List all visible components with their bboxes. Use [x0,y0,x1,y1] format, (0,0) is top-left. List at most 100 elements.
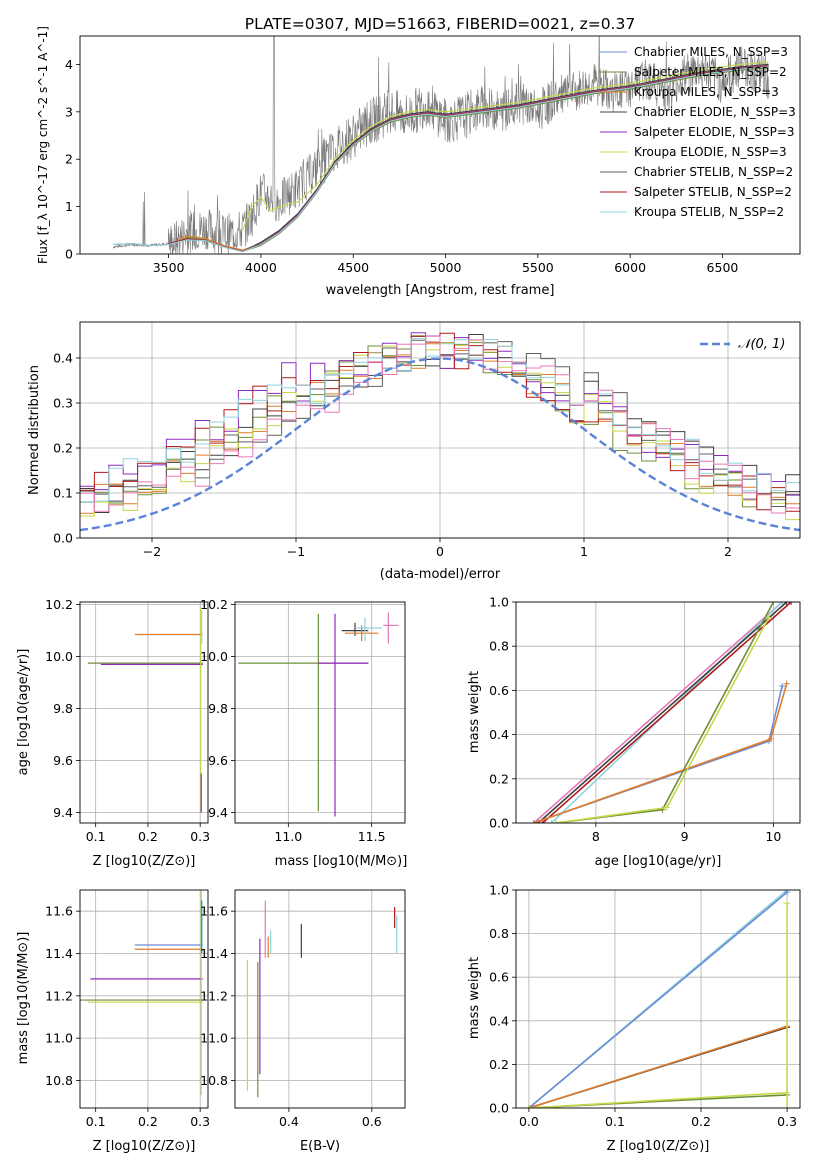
observed-spectrum [112,36,769,254]
x-axis-label: age [log10(age/yr)] [595,854,722,869]
y-tick-label: 9.6 [208,753,228,768]
plot-area-age-vs-mass [238,612,399,817]
histogram-step [80,339,800,507]
mass-weight-line [555,617,770,823]
figure-title: PLATE=0307, MJD=51663, FIBERID=0021, z=0… [245,15,635,33]
x-tick-label: 0.1 [605,1114,625,1129]
y-tick-label: 11.2 [45,988,73,1003]
x-tick-label: 0.3 [190,829,210,844]
x-tick-label: 0.6 [362,1114,382,1129]
model-series-line [113,66,769,253]
axes-frame [79,601,209,824]
axes-frame [79,321,801,539]
panel-mass-vs-EBV: 0.4 0.6 10.8 11.0 11.2 11.4 11.6 E(B-V) [200,889,406,1154]
x-axis-label: mass [log10(M/M⊙)] [275,854,408,869]
axes-frame [79,35,801,255]
x-tick-label: 2 [724,544,732,559]
x-axis-label: Z [log10(Z/Z⊙)] [93,854,196,869]
model-series-line [241,61,769,231]
x-tick-label: 0.2 [691,1114,711,1129]
y-axis-label: mass [log10(M/M⊙)] [16,932,31,1065]
legend-entry: Chabrier ELODIE, N_SSP=3 [634,105,796,119]
x-tick-label: 0.1 [86,829,106,844]
panel-mass-vs-Z: 0.1 0.2 0.3 10.8 11.0 11.2 11.4 11.6 Z [log10(Z/… [16,889,210,1154]
x-tick-label: 0 [436,544,444,559]
histogram-step [80,335,800,514]
y-axis-label: age [log10(age/yr)] [16,649,31,776]
y-tick-label: 0.1 [53,486,73,501]
y-tick-label: 10.0 [200,649,228,664]
x-tick-label: 8 [592,829,600,844]
y-tick-label: 2 [65,152,73,167]
legend-entry: Salpeter ELODIE, N_SSP=3 [634,125,795,139]
mass-weight-line [533,685,783,823]
y-tick-label: 3 [65,104,73,119]
legend-entry: Chabrier MILES, N_SSP=3 [634,45,788,59]
y-tick-label: 0.0 [489,816,509,831]
y-tick-label: 0.0 [489,1101,509,1116]
x-axis-label: E(B-V) [300,1139,340,1154]
y-tick-label: 11.6 [45,904,73,919]
y-axis-label: Flux [f_λ 10^-17 erg cm^-2 s^-1 A^-1] [36,26,50,264]
y-tick-label: 0.3 [53,396,73,411]
plot-area-residuals [80,332,800,532]
data-point-marker [783,602,790,605]
x-tick-label: 0.2 [138,1114,158,1129]
plot-area-mass-weight-vs-age [530,602,795,823]
normal-distribution-curve [80,357,800,532]
mass-weight-line [537,602,788,823]
x-axis-label: Z [log10(Z/Z⊙)] [607,1139,710,1154]
plot-area-mass-vs-EBV [246,900,398,1098]
data-point-marker [784,900,791,907]
mass-weight-line [528,1091,788,1108]
mass-weight-line [533,602,783,823]
y-tick-label: 0.2 [53,441,73,456]
data-point-marker [525,1105,532,1108]
x-tick-label: 0.3 [777,1114,797,1129]
y-tick-label: 0.8 [489,639,509,654]
y-tick-label: 0.4 [53,351,73,366]
data-point-marker [548,820,555,823]
x-tick-label: 6000 [614,260,646,275]
legend-entry: Kroupa MILES, N_SSP=3 [634,85,779,99]
mass-weight-line [542,602,792,823]
x-tick-label: 10 [765,829,781,844]
y-tick-label: 1.0 [489,883,509,898]
x-tick-label: 4000 [245,260,277,275]
y-tick-label: 9.6 [53,753,73,768]
mass-weight-line [555,602,775,823]
legend-entry: Chabrier STELIB, N_SSP=2 [634,165,793,179]
x-tick-label: 5000 [430,260,462,275]
y-tick-label: 10.2 [45,597,73,612]
mass-weight-line [528,1025,788,1108]
x-tick-label: 1 [580,544,588,559]
y-tick-label: 9.8 [53,701,73,716]
x-tick-label: 6500 [707,260,739,275]
y-tick-label: 11.0 [45,1031,73,1046]
data-point-marker [530,820,537,823]
plot-area-age-vs-Z [87,607,203,813]
y-axis-label: mass weight [467,671,482,753]
data-point-marker [788,602,795,605]
axes-frame [234,601,406,824]
data-point-marker [539,820,546,823]
data-point-marker [770,602,777,605]
panel-age-vs-Z: 0.1 0.2 0.3 9.4 9.6 9.8 10.0 10.2 Z [log10(Z/Z⊙)… [16,597,210,869]
spectrum-legend: Chabrier MILES, N_SSP=3 Salpeter MILES, N… [600,45,796,219]
legend-entry: Salpeter STELIB, N_SSP=2 [634,185,792,199]
plot-area-spectrum [112,36,769,254]
y-tick-label: 4 [65,57,73,72]
mass-weight-line [528,891,788,1108]
y-tick-label: 0.4 [489,1013,509,1028]
plot-area-mass-vs-Z [80,890,203,1096]
y-tick-label: 0.8 [489,926,509,941]
x-tick-label: −1 [287,544,305,559]
data-point-marker [767,736,774,743]
y-axis-label: mass weight [467,957,482,1039]
legend-entry: Kroupa ELODIE, N_SSP=3 [634,145,787,159]
x-tick-label: 0.3 [190,1114,210,1129]
legend-entry: Salpeter MILES, N_SSP=2 [634,65,787,79]
x-tick-label: 0.2 [138,829,158,844]
histogram-step [80,332,800,500]
